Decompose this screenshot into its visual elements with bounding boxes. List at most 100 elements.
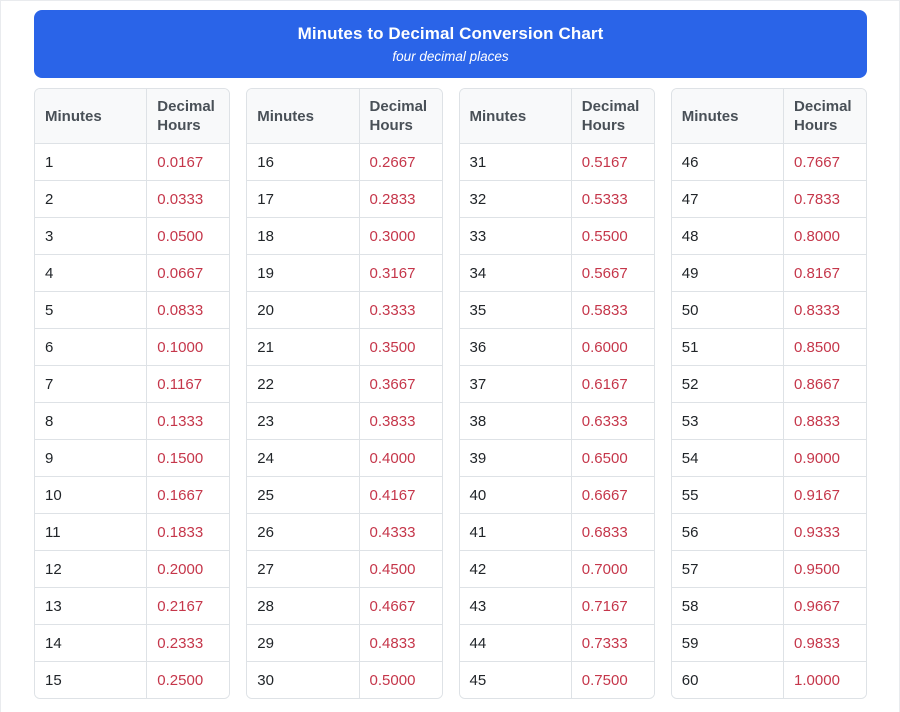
- minutes-value: 49: [671, 254, 784, 292]
- table-row: 49 0.8167: [671, 254, 866, 292]
- minutes-value: 54: [671, 439, 784, 477]
- table-row: 52 0.8667: [671, 365, 866, 403]
- minutes-value: 41: [459, 513, 572, 551]
- table-row: 37 0.6167: [459, 365, 654, 403]
- table-row: 29 0.4833: [247, 624, 442, 662]
- decimal-hours-value: 0.6167: [570, 365, 654, 403]
- minutes-value: 39: [459, 439, 572, 477]
- decimal-hours-value: 0.6333: [570, 402, 654, 440]
- decimal-hours-value: 0.5667: [570, 254, 654, 292]
- table-row: 43 0.7167: [459, 587, 654, 625]
- minutes-value: 55: [671, 476, 784, 514]
- table-row: 24 0.4000: [247, 439, 442, 477]
- decimal-hours-value: 0.3667: [358, 365, 442, 403]
- decimal-hours-value: 0.1167: [146, 365, 230, 403]
- table-row: 34 0.5667: [459, 254, 654, 292]
- table-row: 14 0.2333: [35, 624, 230, 662]
- table-row: 39 0.6500: [459, 439, 654, 477]
- table-row: 1 0.0167: [35, 143, 230, 181]
- decimal-hours-value: 0.4667: [358, 587, 442, 625]
- decimal-hours-value: 0.5167: [570, 143, 654, 181]
- table-row: 13 0.2167: [35, 587, 230, 625]
- decimal-hours-value: 0.2333: [146, 624, 230, 662]
- table-row: 7 0.1167: [35, 365, 230, 403]
- table-row: 50 0.8333: [671, 291, 866, 329]
- decimal-hours-value: 0.4500: [358, 550, 442, 588]
- minutes-value: 32: [459, 180, 572, 218]
- minutes-value: 43: [459, 587, 572, 625]
- minutes-value: 57: [671, 550, 784, 588]
- minutes-value: 4: [35, 254, 147, 292]
- decimal-hours-value: 0.8500: [783, 328, 866, 366]
- minutes-column-header: Minutes: [247, 89, 360, 144]
- decimal-hours-value: 0.0833: [146, 291, 230, 329]
- table-header-row: Minutes Decimal Hours: [671, 89, 866, 144]
- table-row: 4 0.0667: [35, 254, 230, 292]
- decimal-hours-value: 0.7667: [783, 143, 866, 181]
- tables-container: Minutes Decimal Hours 1 0.0167 2 0.0333 3 0.050…: [34, 88, 867, 699]
- table-row: 56 0.9333: [671, 513, 866, 551]
- table-row: 51 0.8500: [671, 328, 866, 366]
- decimal-hours-value: 0.6000: [570, 328, 654, 366]
- decimal-hours-value: 1.0000: [783, 661, 866, 698]
- minutes-value: 30: [247, 661, 360, 698]
- table-row: 48 0.8000: [671, 217, 866, 255]
- decimal-hours-value: 0.1833: [146, 513, 230, 551]
- decimal-hours-value: 0.9667: [783, 587, 866, 625]
- table-row: 5 0.0833: [35, 291, 230, 329]
- table-row: 20 0.3333: [247, 291, 442, 329]
- decimal-hours-column-header: Decimal Hours: [146, 89, 230, 144]
- table-row: 6 0.1000: [35, 328, 230, 366]
- decimal-hours-value: 0.0500: [146, 217, 230, 255]
- minutes-value: 59: [671, 624, 784, 662]
- decimal-hours-value: 0.9000: [783, 439, 866, 477]
- table-header-row: Minutes Decimal Hours: [459, 89, 654, 144]
- page-subtitle: four decimal places: [392, 49, 509, 64]
- decimal-hours-value: 0.5500: [570, 217, 654, 255]
- table-row: 60 1.0000: [671, 661, 866, 698]
- table-row: 11 0.1833: [35, 513, 230, 551]
- minutes-value: 45: [459, 661, 572, 698]
- table-row: 26 0.4333: [247, 513, 442, 551]
- minutes-value: 2: [35, 180, 147, 218]
- minutes-value: 40: [459, 476, 572, 514]
- table-row: 55 0.9167: [671, 476, 866, 514]
- decimal-hours-value: 0.8167: [783, 254, 866, 292]
- minutes-value: 24: [247, 439, 360, 477]
- minutes-value: 13: [35, 587, 147, 625]
- decimal-hours-value: 0.2833: [358, 180, 442, 218]
- decimal-hours-value: 0.3500: [358, 328, 442, 366]
- minutes-value: 47: [671, 180, 784, 218]
- minutes-value: 48: [671, 217, 784, 255]
- page-title: Minutes to Decimal Conversion Chart: [297, 24, 604, 43]
- minutes-value: 22: [247, 365, 360, 403]
- decimal-hours-value: 0.1500: [146, 439, 230, 477]
- decimal-hours-value: 0.6500: [570, 439, 654, 477]
- minutes-value: 50: [671, 291, 784, 329]
- table-row: 59 0.9833: [671, 624, 866, 662]
- decimal-hours-value: 0.4167: [358, 476, 442, 514]
- minutes-value: 53: [671, 402, 784, 440]
- table-row: 8 0.1333: [35, 402, 230, 440]
- decimal-hours-value: 0.5333: [570, 180, 654, 218]
- table-row: 31 0.5167: [459, 143, 654, 181]
- header-banner: Minutes to Decimal Conversion Chart four…: [34, 10, 867, 78]
- decimal-hours-value: 0.2667: [358, 143, 442, 181]
- minutes-value: 17: [247, 180, 360, 218]
- minutes-value: 19: [247, 254, 360, 292]
- minutes-value: 6: [35, 328, 147, 366]
- table-row: 18 0.3000: [247, 217, 442, 255]
- decimal-hours-value: 0.0167: [146, 143, 230, 181]
- conversion-table-3: Minutes Decimal Hours 31 0.5167 32 0.5333 33 0.…: [458, 88, 655, 699]
- minutes-value: 60: [671, 661, 784, 698]
- decimal-hours-value: 0.3333: [358, 291, 442, 329]
- minutes-value: 23: [247, 402, 360, 440]
- minutes-value: 9: [35, 439, 147, 477]
- table-row: 27 0.4500: [247, 550, 442, 588]
- minutes-value: 8: [35, 402, 147, 440]
- table-row: 17 0.2833: [247, 180, 442, 218]
- table-row: 53 0.8833: [671, 402, 866, 440]
- decimal-hours-value: 0.8833: [783, 402, 866, 440]
- table-row: 32 0.5333: [459, 180, 654, 218]
- table-row: 58 0.9667: [671, 587, 866, 625]
